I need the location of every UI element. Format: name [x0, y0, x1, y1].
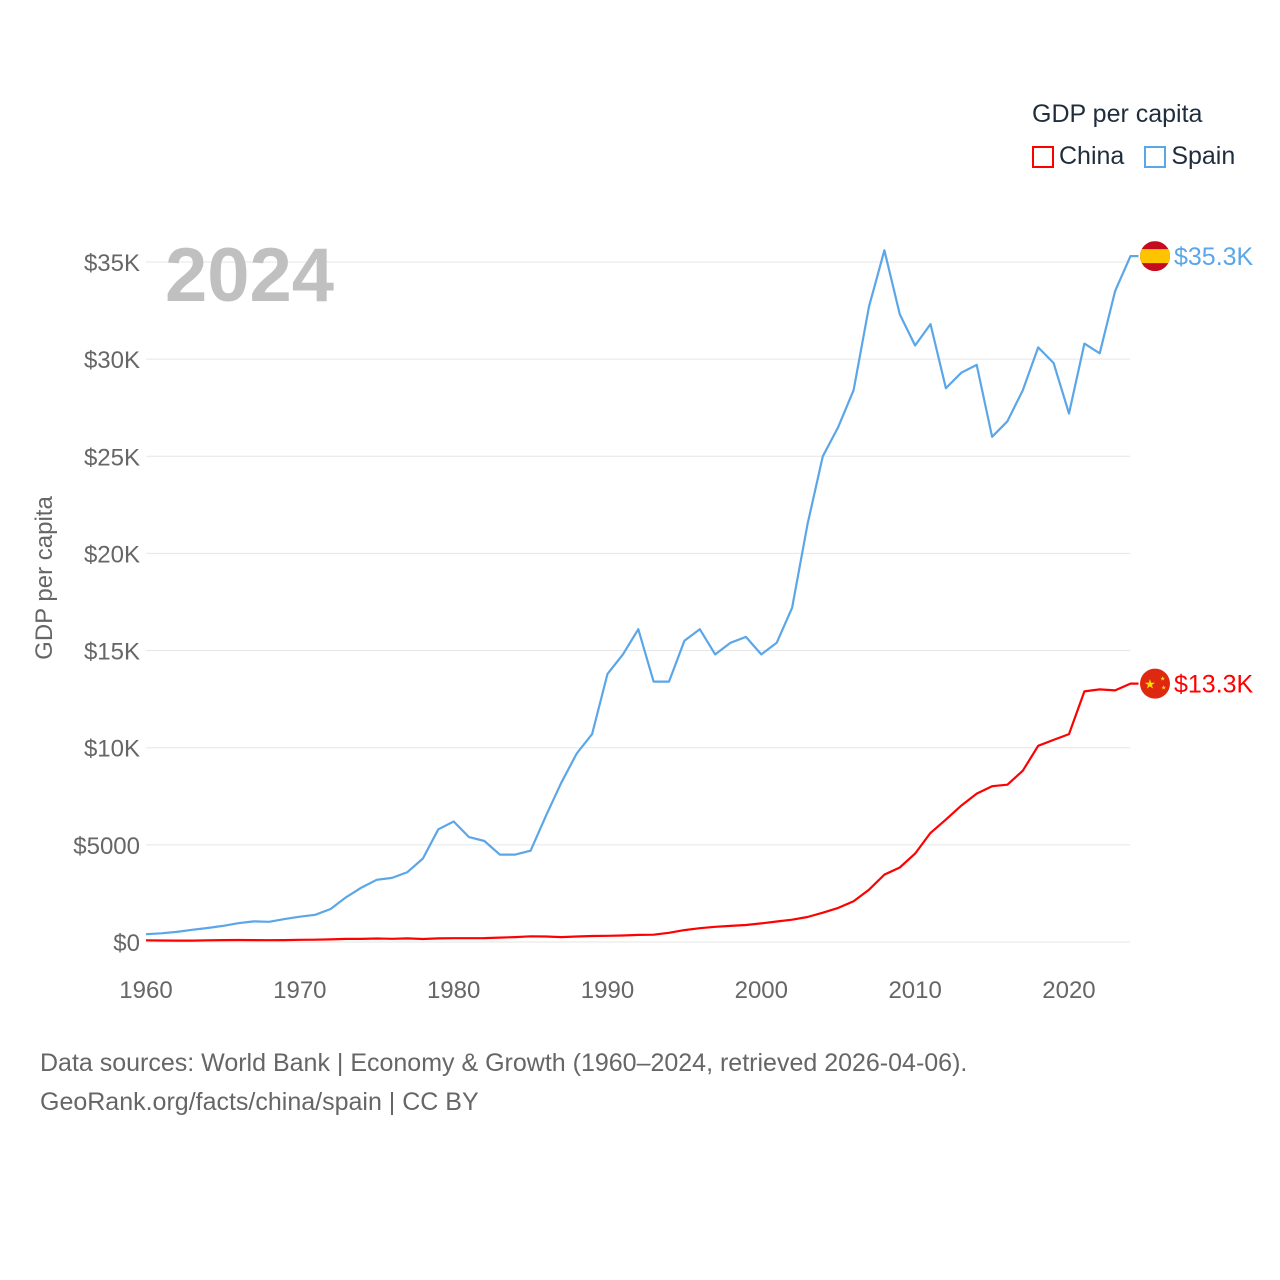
data-source-note: Data sources: World Bank | Economy & Gro… [40, 1049, 968, 1077]
y-tick-label: $20K [84, 541, 140, 568]
y-axis-label: GDP per capita [31, 496, 58, 660]
year-label: 2024 [165, 233, 334, 318]
legend-label-spain: Spain [1171, 142, 1236, 170]
x-tick-label: 1990 [581, 977, 634, 1004]
y-tick-label: $10K [84, 736, 140, 763]
end-value-label-spain: $35.3K [1174, 243, 1254, 271]
x-tick-label: 2020 [1042, 977, 1095, 1004]
y-tick-label: $5000 [73, 833, 140, 860]
svg-text:★: ★ [1161, 685, 1166, 692]
y-tick-label: $30K [84, 347, 140, 374]
svg-text:★: ★ [1144, 677, 1156, 692]
y-tick-label: $35K [84, 250, 140, 277]
x-tick-label: 1960 [119, 977, 172, 1004]
y-tick-label: $0 [113, 930, 140, 957]
china-swatch [1032, 145, 1054, 168]
end-value-label-china: $13.3K [1174, 671, 1254, 699]
china-flag-icon: ★ ★ ★ [1140, 668, 1170, 699]
x-tick-label: 1980 [427, 977, 480, 1004]
legend-label-china: China [1059, 142, 1125, 170]
y-tick-label: $25K [84, 444, 140, 471]
series-line-china [145, 682, 1139, 942]
spain-swatch [1144, 145, 1167, 168]
spain-flag-icon [1140, 241, 1170, 272]
svg-text:★: ★ [1160, 676, 1165, 683]
x-tick-label: 2000 [735, 977, 788, 1004]
footer: Data sources: World Bank | Economy & Gro… [40, 1044, 967, 1122]
y-tick-label: $15K [84, 639, 140, 666]
legend: China Spain [1032, 142, 1235, 171]
legend-item-china[interactable]: China [1032, 142, 1124, 171]
legend-title: GDP per capita [1032, 100, 1203, 128]
x-tick-label: 1970 [273, 977, 326, 1004]
legend-item-spain[interactable]: Spain [1144, 142, 1235, 171]
x-tick-label: 2010 [888, 977, 941, 1004]
series-line-spain [145, 249, 1139, 936]
attribution: GeoRank.org/facts/china/spain | CC BY [40, 1088, 479, 1116]
